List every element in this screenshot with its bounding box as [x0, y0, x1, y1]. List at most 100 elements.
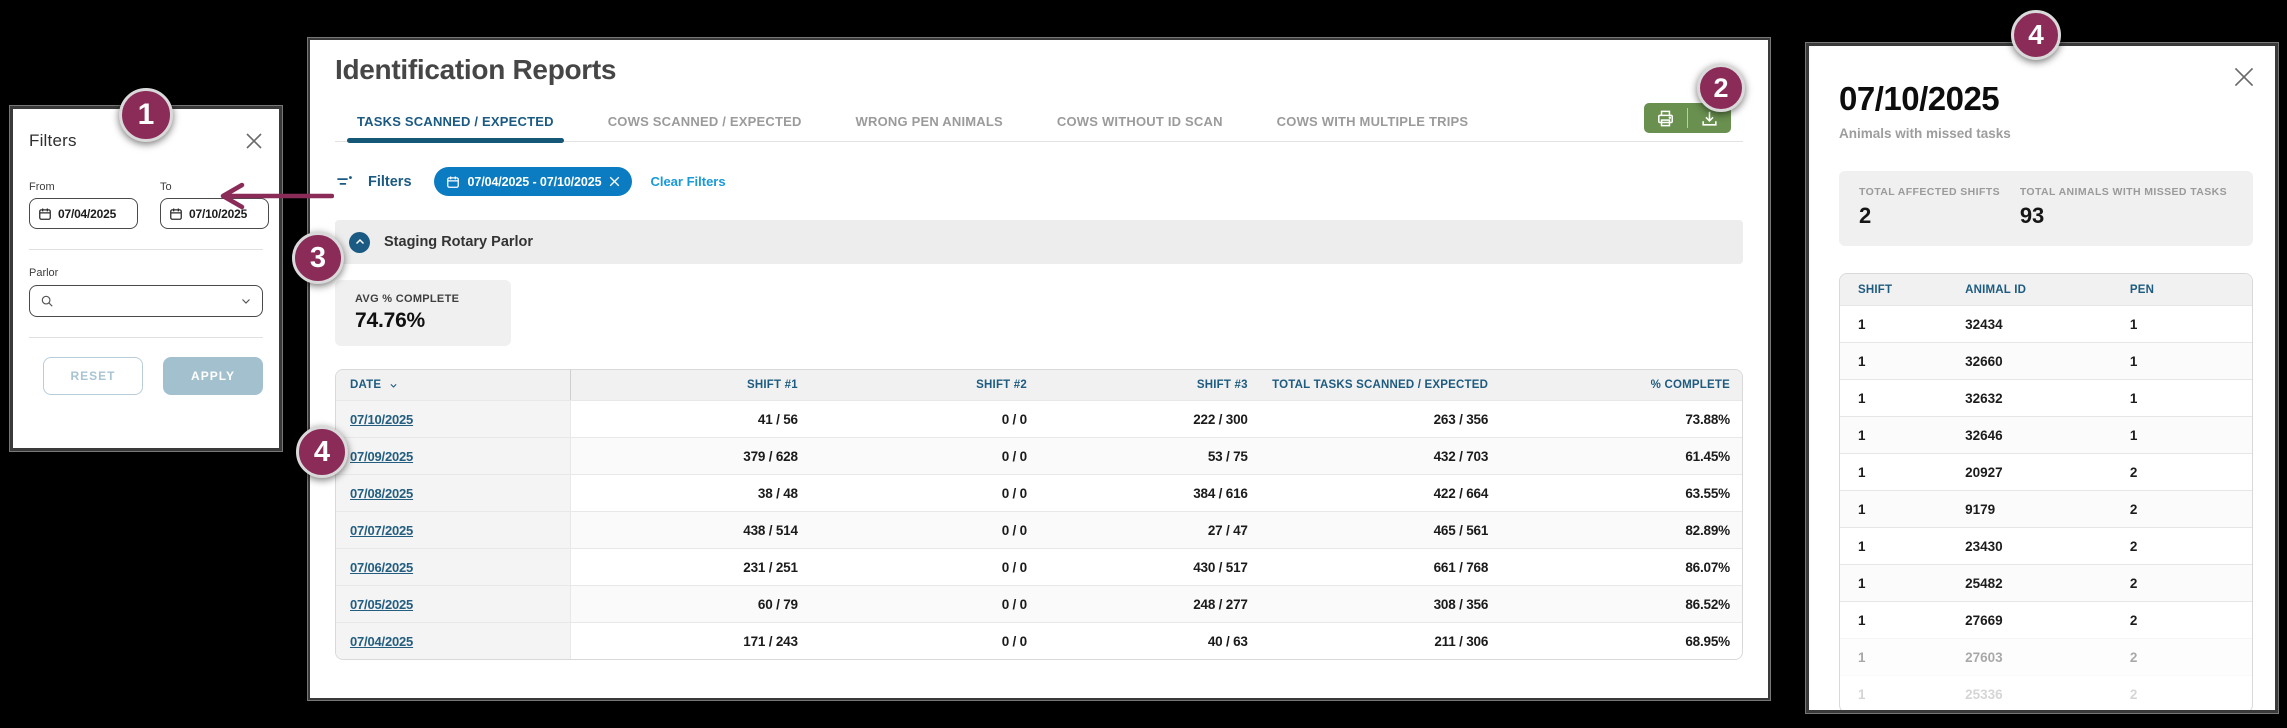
divider: [29, 249, 263, 250]
table-row: 07/07/2025 438 / 514 0 / 0 27 / 47 465 / 561…: [336, 511, 1742, 548]
stat-label: TOTAL AFFECTED SHIFTS: [1859, 186, 2001, 198]
date-cell: 07/05/2025: [336, 586, 571, 622]
table-row: 07/09/2025 379 / 628 0 / 0 53 / 75 432 / 703…: [336, 437, 1742, 474]
shift1-cell: 438 / 514: [743, 522, 798, 538]
reset-button[interactable]: RESET: [43, 357, 143, 395]
animal-id-cell: 32434: [1965, 316, 2003, 332]
column-header[interactable]: SHIFT #3: [1196, 379, 1248, 391]
date-cell: 07/07/2025: [336, 512, 571, 548]
animal-id-cell: 23430: [1965, 538, 2003, 554]
tab-cows-with-multiple-trips[interactable]: COWS WITH MULTIPLE TRIPS: [1276, 114, 1469, 129]
annotation-step-4-table: 4: [296, 426, 348, 478]
shift-cell: 1: [1858, 686, 1866, 702]
shift-cell: 1: [1858, 649, 1866, 665]
date-cell: 07/09/2025: [336, 438, 571, 474]
column-header[interactable]: % COMPLETE: [1650, 379, 1730, 391]
table-row: 07/06/2025 231 / 251 0 / 0 430 / 517 661 / 7…: [336, 548, 1742, 585]
parlor-select[interactable]: [29, 285, 263, 317]
animal-id-cell: 32632: [1965, 390, 2003, 406]
table-row: 1 25482 2: [1840, 564, 2252, 601]
printer-icon: [1658, 110, 1673, 126]
from-label: From: [29, 181, 55, 193]
to-date-input[interactable]: 07/10/2025: [160, 198, 269, 229]
table-row: 07/08/2025 38 / 48 0 / 0 384 / 616 422 / 664…: [336, 474, 1742, 511]
shift3-cell: 384 / 616: [1193, 485, 1248, 501]
active-filters-bar: Filters 07/04/2025 - 07/10/2025 Clear Fi…: [335, 167, 1743, 196]
shift2-cell: 0 / 0: [1001, 633, 1027, 649]
pen-cell: 1: [2129, 353, 2138, 369]
shift-cell: 1: [1858, 353, 1866, 369]
date-link[interactable]: 07/09/2025: [350, 448, 414, 464]
chip-label: 07/04/2025 - 07/10/2025: [467, 174, 602, 189]
annotation-arrow: [220, 182, 334, 210]
sort-chevron-down-icon[interactable]: [388, 381, 399, 390]
date-link[interactable]: 07/05/2025: [350, 596, 414, 612]
collapse-toggle[interactable]: [349, 231, 370, 253]
date-cell: 07/08/2025: [336, 475, 571, 511]
total-cell: 308 / 356: [1433, 596, 1489, 612]
column-header[interactable]: SHIFT #2: [976, 379, 1027, 391]
close-icon[interactable]: [2233, 66, 2255, 88]
calendar-icon: [39, 207, 51, 220]
animal-id-cell: 32646: [1965, 427, 2003, 443]
identification-reports-panel: Identification Reports TASKS SCANNED / E…: [308, 38, 1770, 700]
tasks-table-body: 07/10/2025 41 / 56 0 / 0 222 / 300 263 / 356…: [336, 400, 1742, 659]
column-header[interactable]: SHIFT #1: [747, 379, 798, 391]
date-link[interactable]: 07/08/2025: [350, 485, 414, 501]
shift2-cell: 0 / 0: [1001, 448, 1027, 464]
animal-id-cell: 25336: [1965, 686, 2003, 702]
apply-button[interactable]: APPLY: [163, 357, 263, 395]
shift-cell: 1: [1858, 464, 1866, 480]
chevron-up-icon: [355, 238, 364, 245]
shift2-cell: 0 / 0: [1001, 411, 1027, 427]
complete-cell: 61.45%: [1685, 448, 1730, 464]
shift1-cell: 379 / 628: [743, 448, 798, 464]
date-cell: 07/10/2025: [336, 401, 571, 437]
remove-filter-icon[interactable]: [609, 176, 620, 187]
shift2-cell: 0 / 0: [1001, 596, 1027, 612]
complete-cell: 82.89%: [1685, 522, 1730, 538]
from-date-input[interactable]: 07/04/2025: [29, 198, 138, 229]
complete-cell: 68.95%: [1685, 633, 1730, 649]
search-icon: [41, 295, 53, 307]
stat-value: 93: [2019, 203, 2045, 228]
close-icon[interactable]: [245, 132, 263, 150]
from-date-value: 07/04/2025: [58, 206, 117, 221]
shift3-cell: 248 / 277: [1193, 596, 1248, 612]
shift3-cell: 53 / 75: [1207, 448, 1248, 464]
column-header[interactable]: DATE: [336, 370, 571, 400]
date-link[interactable]: 07/10/2025: [350, 411, 414, 427]
tab-wrong-pen-animals[interactable]: WRONG PEN ANIMALS: [855, 114, 1003, 129]
shift-cell: 1: [1858, 575, 1866, 591]
date-cell: 07/04/2025: [336, 623, 571, 659]
complete-cell: 86.07%: [1685, 559, 1730, 575]
pen-cell: 2: [2129, 686, 2138, 702]
complete-cell: 86.52%: [1685, 596, 1730, 612]
shift-cell: 1: [1858, 427, 1866, 443]
date-link[interactable]: 07/07/2025: [350, 522, 414, 538]
tab-tasks-scanned-expected[interactable]: TASKS SCANNED / EXPECTED: [347, 114, 564, 143]
date-range-filter-chip[interactable]: 07/04/2025 - 07/10/2025: [433, 167, 633, 196]
complete-cell: 73.88%: [1685, 411, 1730, 427]
annotation-step-1: 1: [119, 88, 173, 142]
tab-cows-without-id-scan[interactable]: COWS WITHOUT ID SCAN: [1056, 114, 1223, 129]
column-header[interactable]: TOTAL TASKS SCANNED / EXPECTED: [1272, 379, 1489, 391]
tab-cows-scanned-expected[interactable]: COWS SCANNED / EXPECTED: [607, 114, 802, 129]
shift1-cell: 41 / 56: [757, 411, 798, 427]
shift2-cell: 0 / 0: [1001, 485, 1027, 501]
shift1-cell: 38 / 48: [757, 485, 798, 501]
download-button[interactable]: [1688, 103, 1731, 133]
shift-cell: 1: [1858, 501, 1866, 517]
table-row: 1 32646 1: [1840, 416, 2252, 453]
clear-filters-link[interactable]: Clear Filters: [650, 174, 726, 189]
shift1-cell: 60 / 79: [757, 596, 798, 612]
pen-cell: 2: [2129, 612, 2138, 628]
table-row: 1 25336 2: [1840, 675, 2252, 710]
date-link[interactable]: 07/06/2025: [350, 559, 414, 575]
parlor-section-header[interactable]: Staging Rotary Parlor: [335, 220, 1743, 264]
print-button[interactable]: [1644, 103, 1687, 133]
date-link[interactable]: 07/04/2025: [350, 633, 414, 649]
missed-tasks-detail-panel: 07/10/2025 Animals with missed tasks TOT…: [1806, 43, 2278, 713]
shift-cell: 1: [1858, 390, 1866, 406]
animals-table-header: SHIFT ANIMAL ID PEN: [1840, 274, 2252, 305]
